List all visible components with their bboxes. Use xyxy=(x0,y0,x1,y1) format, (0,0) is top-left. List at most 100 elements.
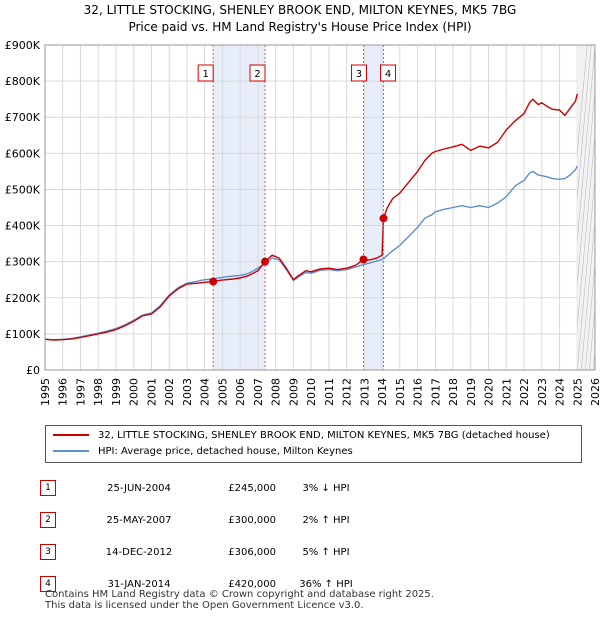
legend-label-hpi: HPI: Average price, detached house, Milt… xyxy=(98,446,353,457)
y-tick-label: £300K xyxy=(5,256,41,269)
x-tick-label: 1999 xyxy=(110,378,123,406)
x-tick-label: 2014 xyxy=(376,378,389,406)
transaction-number: 3 xyxy=(40,544,56,560)
x-tick-label: 2011 xyxy=(323,378,336,406)
x-tick-label: 2024 xyxy=(554,378,567,406)
legend-label-property: 32, LITTLE STOCKING, SHENLEY BROOK END, … xyxy=(98,430,550,441)
forecast-hatch xyxy=(577,87,595,287)
x-tick-label: 1997 xyxy=(74,378,87,406)
x-tick-label: 2002 xyxy=(163,378,176,406)
forecast-hatch xyxy=(577,45,595,244)
footer-licence: This data is licensed under the Open Gov… xyxy=(45,600,364,611)
forecast-hatch xyxy=(577,131,595,330)
x-tick-label: 2000 xyxy=(128,378,141,406)
x-tick-label: 2023 xyxy=(536,378,549,406)
chart-title: 32, LITTLE STOCKING, SHENLEY BROOK END, … xyxy=(83,3,517,17)
x-tick-label: 2005 xyxy=(216,378,229,406)
table-row: 3 14-DEC-2012 £306,000 5% ↑ HPI xyxy=(40,536,376,568)
transaction-point-4 xyxy=(379,214,388,223)
x-tick-label: 2021 xyxy=(500,378,513,406)
transactions-table: 1 25-JUN-2004 £245,000 3% ↓ HPI 2 25-MAY… xyxy=(40,472,376,600)
x-tick-label: 1996 xyxy=(57,378,70,406)
footer: Contains HM Land Registry data © Crown c… xyxy=(45,589,434,611)
x-tick-label: 2012 xyxy=(341,378,354,406)
x-tick-label: 2004 xyxy=(199,378,212,406)
y-tick-label: £0 xyxy=(26,364,40,377)
transaction-number: 1 xyxy=(40,480,56,496)
y-tick-label: £800K xyxy=(5,75,41,88)
y-tick-label: £400K xyxy=(5,220,41,233)
forecast-hatch xyxy=(577,45,588,157)
table-row: 2 25-MAY-2007 £300,000 2% ↑ HPI xyxy=(40,504,376,536)
transaction-point-3 xyxy=(359,255,368,264)
forecast-region xyxy=(577,45,595,370)
property-price-line xyxy=(44,93,578,341)
marker-label-2: 2 xyxy=(254,69,260,80)
y-tick-label: £100K xyxy=(5,328,41,341)
transaction-hpi: 36% ↑ HPI xyxy=(299,578,353,590)
y-tick-label: £700K xyxy=(5,111,41,124)
marker-label-3: 3 xyxy=(356,69,362,80)
transaction-point-1 xyxy=(209,277,218,286)
x-tick-label: 2025 xyxy=(571,378,584,406)
transaction-date: 31-JAN-2014 xyxy=(107,578,171,590)
forecast-hatch xyxy=(588,304,595,370)
transaction-hpi: 2% ↑ HPI xyxy=(302,514,350,526)
marker-label-4: 4 xyxy=(385,69,391,80)
transaction-date: 25-MAY-2007 xyxy=(106,514,172,526)
table-row: 1 25-JUN-2004 £245,000 3% ↓ HPI xyxy=(40,472,376,504)
legend-swatch-property xyxy=(53,434,89,436)
forecast-hatch xyxy=(577,174,595,370)
x-tick-label: 2003 xyxy=(181,378,194,406)
marker-label-box-1 xyxy=(197,64,214,82)
transaction-number: 4 xyxy=(40,576,56,592)
transaction-point-2 xyxy=(261,257,269,266)
x-tick-label: 2016 xyxy=(412,378,425,406)
x-tick-label: 1998 xyxy=(92,378,105,406)
marker-label-1: 1 xyxy=(203,69,209,80)
forecast-hatch xyxy=(577,45,592,200)
x-tick-label: 2026 xyxy=(589,378,600,406)
x-tick-label: 2020 xyxy=(483,378,496,406)
x-tick-label: 2013 xyxy=(358,378,371,406)
forecast-hatch xyxy=(584,261,595,370)
legend: 32, LITTLE STOCKING, SHENLEY BROOK END, … xyxy=(45,425,582,463)
x-tick-label: 2008 xyxy=(270,378,283,406)
footer-copyright: Contains HM Land Registry data © Crown c… xyxy=(45,589,434,600)
shaded-period-1 xyxy=(213,45,265,370)
transaction-hpi: 3% ↓ HPI xyxy=(302,482,350,494)
transaction-date: 25-JUN-2004 xyxy=(107,482,171,494)
marker-label-box-3 xyxy=(350,64,367,82)
legend-item-property: 32, LITTLE STOCKING, SHENLEY BROOK END, … xyxy=(53,428,550,444)
y-tick-label: £500K xyxy=(5,183,41,196)
transaction-hpi: 5% ↑ HPI xyxy=(302,546,350,558)
transaction-price: £420,000 xyxy=(228,578,276,590)
x-tick-label: 2022 xyxy=(518,378,531,406)
transaction-price: £300,000 xyxy=(228,514,276,526)
transaction-price: £306,000 xyxy=(228,546,276,558)
hpi-line xyxy=(44,165,578,341)
legend-swatch-hpi xyxy=(53,450,89,452)
marker-label-box-4 xyxy=(380,64,397,82)
x-tick-label: 2015 xyxy=(394,378,407,406)
x-tick-label: 2019 xyxy=(465,378,478,406)
chart-subtitle: Price paid vs. HM Land Registry's House … xyxy=(128,20,472,34)
x-tick-label: 2018 xyxy=(447,378,460,406)
x-tick-label: 1995 xyxy=(39,378,52,406)
table-row: 4 31-JAN-2014 £420,000 36% ↑ HPI xyxy=(40,568,376,600)
transaction-date: 14-DEC-2012 xyxy=(105,546,173,558)
x-tick-label: 2017 xyxy=(429,378,442,406)
x-tick-label: 2007 xyxy=(252,378,265,406)
forecast-hatch xyxy=(580,217,595,370)
plot-border xyxy=(44,44,596,371)
y-tick-label: £600K xyxy=(5,147,41,160)
y-tick-label: £200K xyxy=(5,292,41,305)
x-tick-label: 2009 xyxy=(287,378,300,406)
shaded-period-2 xyxy=(363,45,384,370)
price-chart: 1 2 3 4 £0 £100K £200K £300K £400K £500K £600K £70… xyxy=(5,39,600,406)
x-tick-label: 2001 xyxy=(145,378,158,406)
transaction-number: 2 xyxy=(40,512,56,528)
y-tick-label: £900K xyxy=(5,39,41,52)
legend-item-hpi: HPI: Average price, detached house, Milt… xyxy=(53,444,353,460)
